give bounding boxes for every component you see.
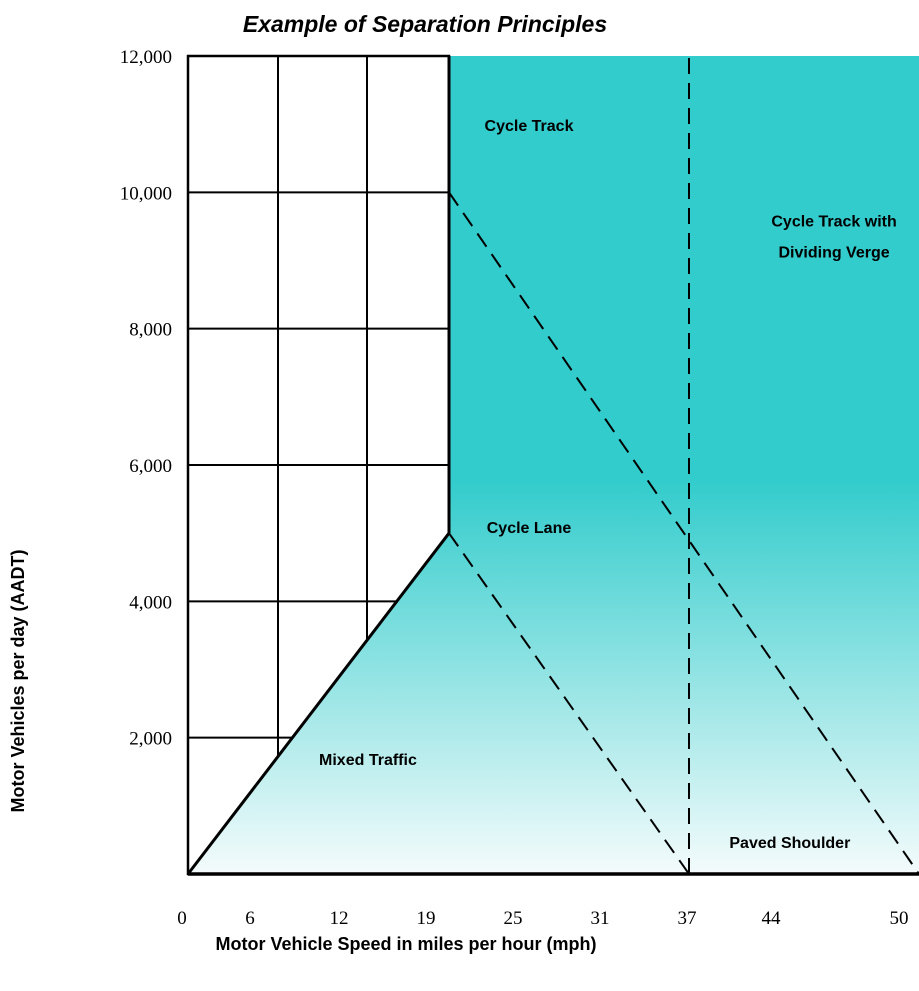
region-label-layer: Mixed Traffic Cycle Lane Cycle Track Cycle … [319, 118, 897, 852]
x-tick-label: 25 [504, 908, 523, 929]
region-label-paved-shoulder: Paved Shoulder [729, 835, 850, 852]
y-tick-label: 6,000 [129, 456, 172, 477]
region-label-mixed-traffic: Mixed Traffic [319, 752, 417, 769]
boundary-dashed [448, 191, 919, 875]
region-label-cycle-track-with-dividing-verge: Cycle Track with Dividing Verge [771, 213, 896, 261]
y-tick-label: 4,000 [129, 592, 172, 613]
x-tick-labels: 0 6 12 19 25 31 37 44 50 [177, 908, 908, 929]
y-axis-label: Motor Vehicles per day (AADT) [8, 549, 28, 812]
x-tick-label: 6 [245, 908, 255, 929]
boundary-solid [186, 532, 451, 875]
fill-layer [188, 56, 919, 874]
y-tick-label: 12,000 [120, 47, 172, 68]
separation-area [188, 56, 919, 874]
x-tick-label: 19 [417, 908, 436, 929]
x-tick-label: 50 [890, 908, 909, 929]
x-tick-label: 37 [678, 908, 697, 929]
x-tick-label: 12 [330, 908, 349, 929]
x-axis-label: Motor Vehicle Speed in miles per hour (m… [215, 934, 596, 954]
region-label-cycle-lane: Cycle Lane [487, 520, 572, 537]
y-tick-label: 8,000 [129, 320, 172, 341]
x-tick-label: 31 [591, 908, 610, 929]
y-tick-labels: 2,000 4,000 6,000 8,000 10,000 12,000 [120, 47, 172, 750]
region-label-cycle-track: Cycle Track [485, 118, 574, 135]
x-tick-label: 44 [762, 908, 782, 929]
y-tick-label: 2,000 [129, 729, 172, 750]
x-tick-label: 0 [177, 908, 187, 929]
boundary-dashed [448, 532, 690, 875]
y-tick-label: 10,000 [120, 183, 172, 204]
boundary-layer [186, 56, 919, 876]
chart-title: Example of Separation Principles [243, 11, 607, 37]
